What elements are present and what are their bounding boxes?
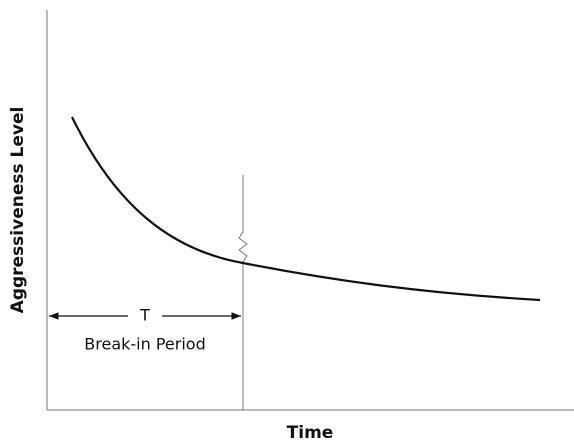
curve: [71, 116, 541, 302]
period-symbol: T: [139, 306, 150, 325]
x-axis-label: Time: [287, 423, 334, 442]
period-label: Break-in Period: [84, 335, 205, 354]
y-axis-label: Aggressiveness Level: [8, 107, 28, 314]
break-line: [238, 175, 248, 410]
